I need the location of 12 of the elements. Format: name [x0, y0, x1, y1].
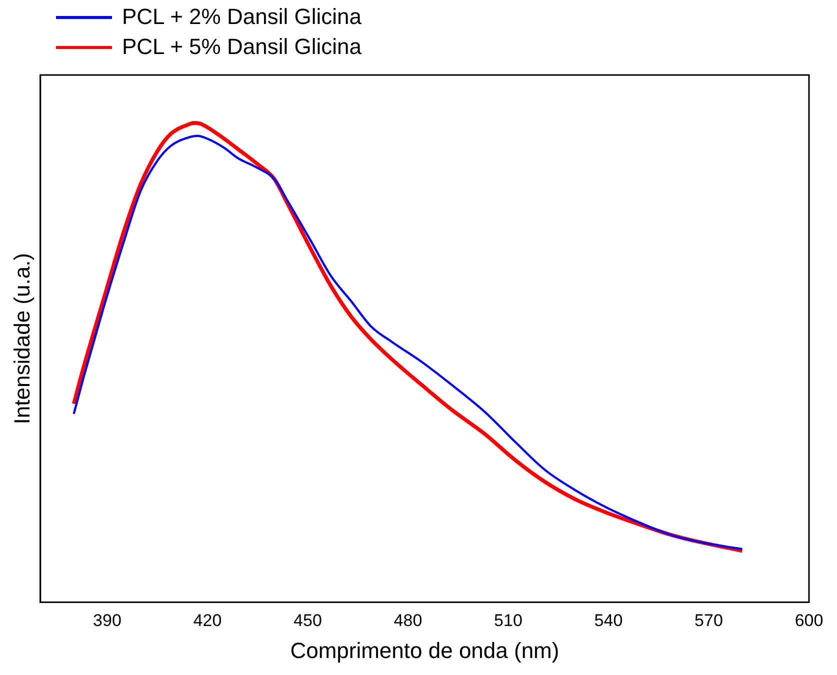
x-tick-label: 540 — [594, 611, 623, 630]
legend-label: PCL + 2% Dansil Glicina — [122, 4, 362, 30]
x-tick-label: 570 — [694, 611, 723, 630]
x-tick-label: 510 — [494, 611, 522, 630]
x-axis-title: Comprimento de onda (nm) — [290, 638, 560, 663]
y-axis-title: Intensidade (u.a.) — [9, 252, 34, 424]
x-tick-label: 480 — [394, 611, 422, 630]
x-tick-label: 390 — [93, 611, 122, 630]
x-tick-label: 420 — [193, 611, 222, 630]
x-tick-label: 600 — [794, 611, 824, 630]
x-tick-label: 450 — [294, 611, 322, 630]
legend-label: PCL + 5% Dansil Glicina — [122, 34, 362, 60]
